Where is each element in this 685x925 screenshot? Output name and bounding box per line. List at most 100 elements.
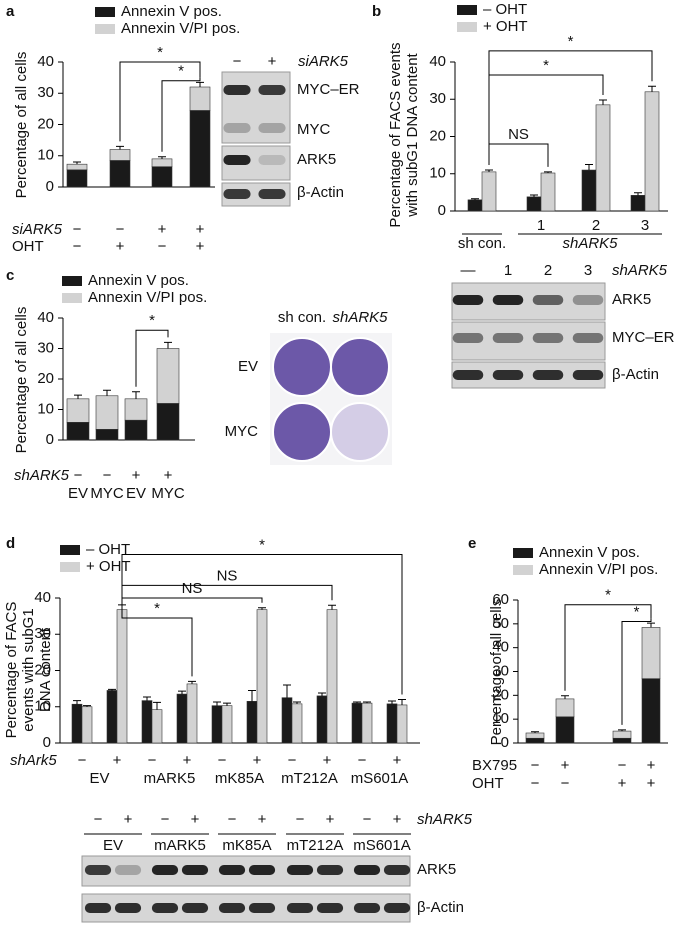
error-bar	[531, 731, 539, 733]
condition-value: −	[288, 752, 297, 769]
y-tick-label: 20	[429, 127, 446, 144]
legend-label: Annexin V/PI pos.	[539, 561, 658, 578]
bar	[326, 609, 338, 744]
lane-label: +	[268, 53, 277, 70]
error-bar	[196, 81, 204, 87]
bar	[66, 163, 88, 171]
legend-swatch	[60, 562, 80, 572]
blot-row-label: ARK5	[417, 861, 456, 878]
error-bar	[293, 701, 301, 704]
y-tick-label: 10	[37, 147, 54, 164]
lane-label: +	[326, 811, 335, 828]
plate-row-label: EV	[238, 358, 258, 375]
blot-band	[353, 903, 381, 913]
blot-band	[84, 865, 112, 875]
bar	[109, 160, 131, 188]
legend-label: – OHT	[86, 541, 130, 558]
condition-value: +	[393, 752, 402, 769]
panel-label: e	[468, 535, 476, 552]
bar	[66, 398, 90, 423]
bar	[291, 703, 303, 744]
condition-value: +	[561, 757, 570, 774]
significance-bracket	[135, 329, 169, 387]
blot-row-label: β-Actin	[417, 899, 464, 916]
lane-label: −	[94, 811, 103, 828]
condition-label: shARK5	[14, 467, 70, 484]
bar	[644, 91, 660, 212]
bar	[641, 678, 661, 744]
condition-value: +	[132, 467, 141, 484]
bar	[81, 706, 93, 744]
blot-band	[223, 189, 251, 199]
bar	[156, 403, 180, 441]
lane-label: —	[461, 262, 476, 279]
blot-band	[151, 865, 179, 875]
condition-value: +	[253, 752, 262, 769]
bar	[525, 732, 545, 739]
y-tick-label: 0	[438, 202, 446, 219]
lane-label: +	[191, 811, 200, 828]
lane-label: −	[233, 53, 242, 70]
condition-label: shArk5	[10, 752, 57, 769]
blot-band	[383, 903, 411, 913]
significance-label: NS	[217, 567, 238, 584]
bar	[124, 398, 148, 421]
colony-plate	[330, 337, 390, 397]
error-bar	[398, 699, 406, 705]
significance-label: *	[178, 63, 184, 80]
y-tick-label: 0	[501, 734, 509, 751]
x-tick-label: 3	[641, 217, 649, 234]
panel-label: c	[6, 267, 14, 284]
lane-label: +	[124, 811, 133, 828]
blot-band	[452, 295, 484, 305]
blot-band	[223, 155, 251, 165]
panel-label: d	[6, 535, 15, 552]
condition-value: −	[358, 752, 367, 769]
group-label: mARK5	[144, 770, 196, 787]
lane-label: −	[228, 811, 237, 828]
blot-band	[258, 123, 286, 133]
legend-swatch	[457, 22, 477, 32]
error-bar	[585, 163, 593, 171]
blot-band	[218, 903, 246, 913]
group-label: EV	[89, 770, 109, 787]
bar	[95, 429, 119, 441]
legend-label: Annexin V/PI pos.	[88, 289, 207, 306]
bar	[109, 149, 131, 161]
colony-plate	[272, 337, 332, 397]
legend-label: – OHT	[483, 1, 527, 18]
y-tick-label: 10	[429, 165, 446, 182]
blot-panel	[221, 182, 291, 207]
blot-band	[572, 295, 604, 305]
significance-label: *	[634, 603, 640, 620]
panel-label: a	[6, 3, 15, 20]
bar	[66, 169, 88, 188]
error-bar	[648, 85, 656, 92]
error-bar	[485, 169, 493, 172]
bar	[396, 704, 408, 744]
error-bar	[73, 700, 81, 705]
legend-label: Annexin V/PI pos.	[121, 20, 240, 37]
blot-panel	[221, 71, 291, 144]
y-tick-label: 60	[492, 591, 509, 608]
bar	[246, 701, 258, 744]
y-tick-label: 20	[34, 661, 51, 678]
significance-bracket	[119, 61, 201, 142]
significance-label: *	[149, 312, 155, 329]
condition-value: −	[531, 757, 540, 774]
blot-band	[572, 333, 604, 343]
y-tick-label: 50	[492, 615, 509, 632]
lane-label: 2	[544, 262, 552, 279]
blot-band	[258, 189, 286, 199]
x-tick-label: sh con.	[458, 235, 506, 252]
bar	[467, 199, 483, 212]
blot-band	[492, 295, 524, 305]
y-axis-label: Percentage of all cells	[13, 52, 30, 199]
significance-label: *	[543, 57, 549, 74]
bar	[66, 422, 90, 441]
error-bar	[353, 701, 361, 704]
bar	[581, 169, 597, 212]
significance-bracket	[488, 143, 549, 167]
error-bar	[108, 688, 116, 691]
significance-bracket	[564, 604, 652, 691]
